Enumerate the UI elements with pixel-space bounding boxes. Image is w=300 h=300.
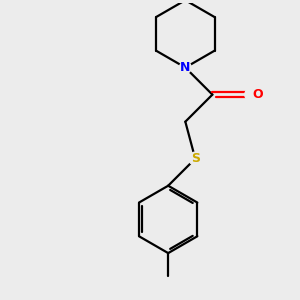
Text: S: S	[191, 152, 200, 165]
Text: N: N	[180, 61, 190, 74]
Circle shape	[189, 152, 202, 165]
Text: O: O	[252, 88, 263, 101]
Circle shape	[179, 62, 191, 74]
Circle shape	[245, 89, 256, 100]
